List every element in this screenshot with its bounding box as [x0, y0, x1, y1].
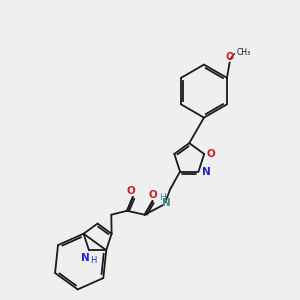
Text: N: N [202, 167, 211, 176]
Text: O: O [226, 52, 234, 62]
Text: N: N [162, 198, 171, 208]
Text: H: H [90, 256, 96, 265]
Text: O: O [207, 149, 215, 159]
Text: N: N [81, 253, 89, 263]
Text: CH₃: CH₃ [236, 48, 251, 57]
Text: O: O [148, 190, 157, 200]
Text: O: O [127, 186, 135, 196]
Text: H: H [159, 193, 166, 202]
